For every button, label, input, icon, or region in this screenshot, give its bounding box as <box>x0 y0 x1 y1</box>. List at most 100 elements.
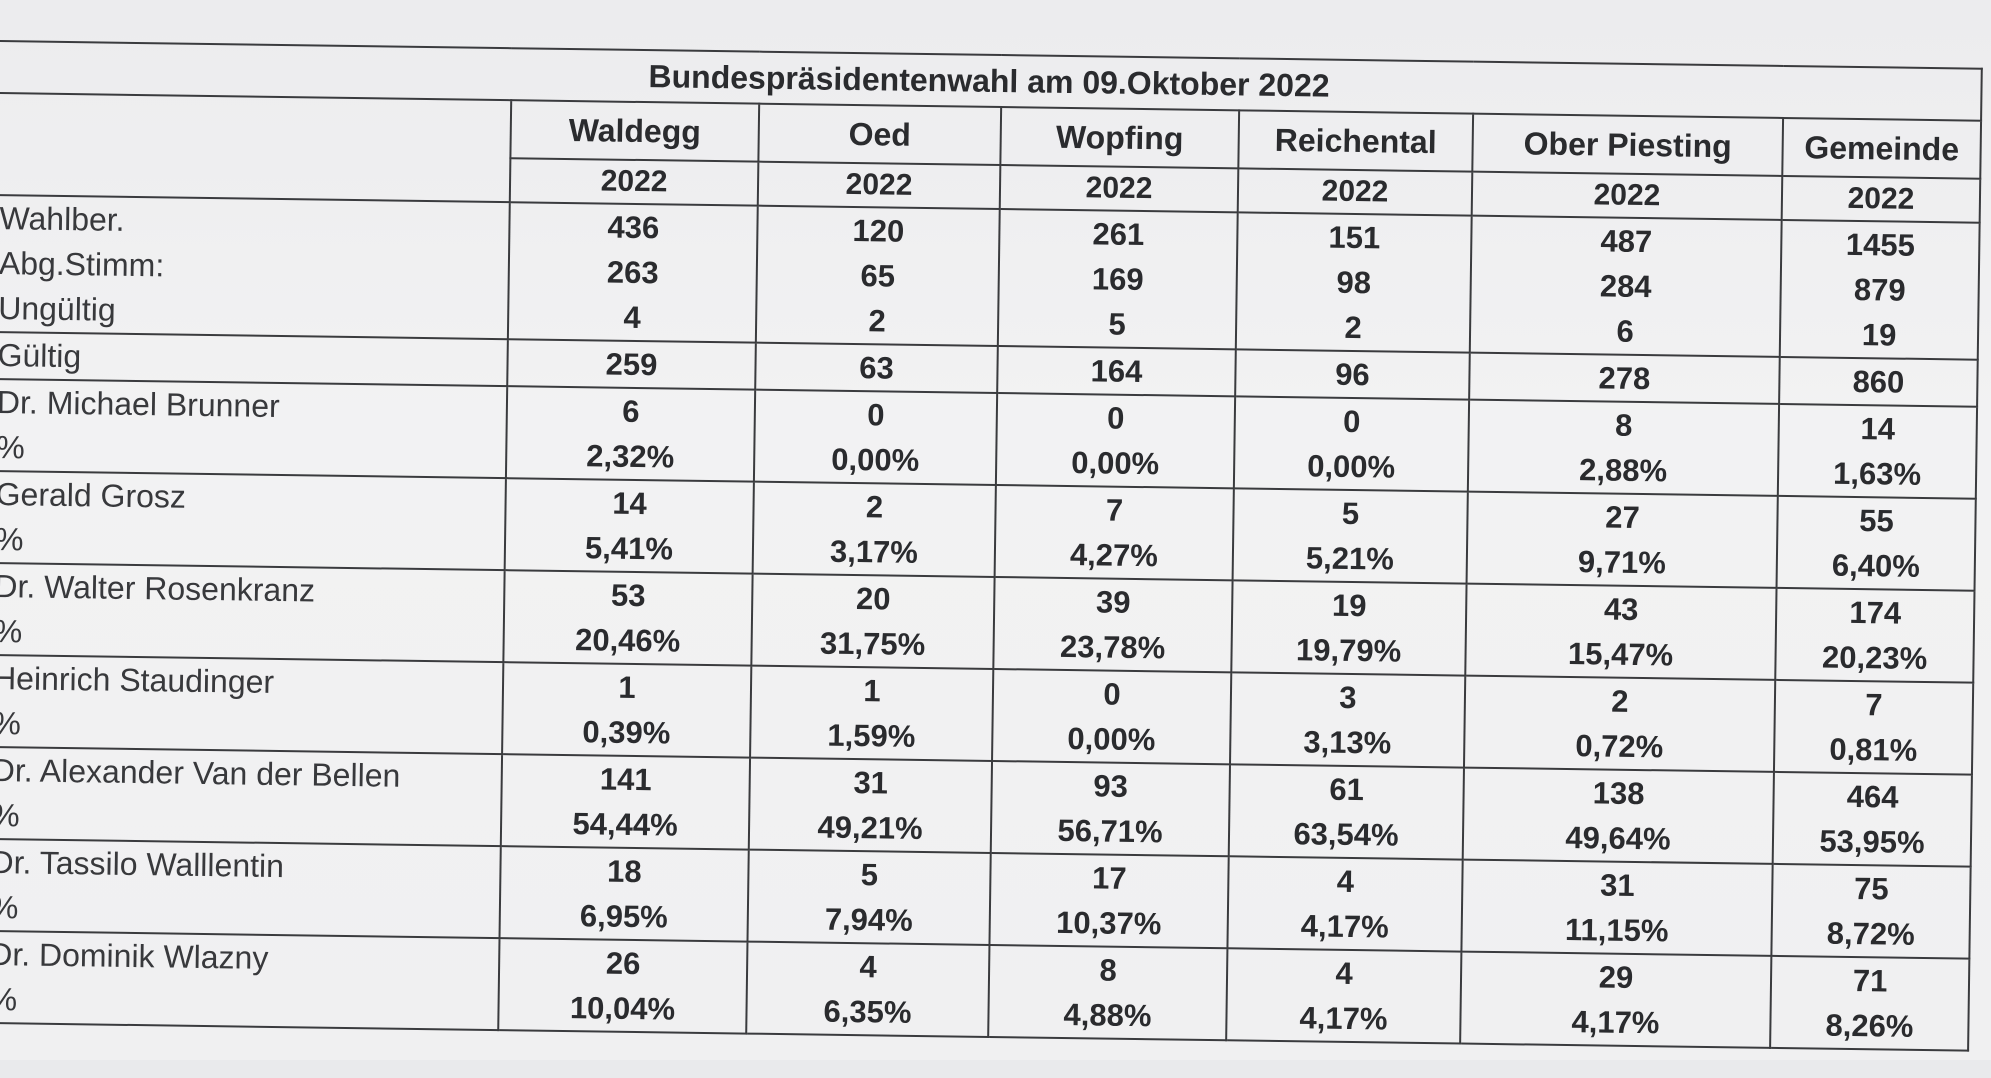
vote-percent: 23,78% <box>1059 628 1166 666</box>
vote-percent: 11,15% <box>1564 911 1669 949</box>
year-wopfing: 2022 <box>999 165 1239 213</box>
candidate-result-cell: 6 2,32% <box>505 386 756 482</box>
vote-percent: 8,26% <box>1825 1007 1914 1044</box>
candidate-result-cell: 2 0,72% <box>1463 675 1776 772</box>
vote-count: 0 <box>1342 403 1361 440</box>
vote-count: 4 <box>1335 955 1353 992</box>
vote-count: 26 <box>605 945 641 982</box>
vote-count: 18 <box>606 853 642 890</box>
candidate-label-cell: Dr. Dominik Wlazny% <box>0 930 500 1031</box>
vote-percent: 20,23% <box>1821 639 1928 677</box>
candidate-result-cell: 55 6,40% <box>1776 495 1976 591</box>
summary-wopfing: 261 169 5 <box>997 209 1238 350</box>
vote-count: 29 <box>1598 959 1634 995</box>
vote-percent: 49,21% <box>817 809 923 847</box>
vote-count: 14 <box>612 485 648 522</box>
value-cell: 487 <box>1600 223 1653 260</box>
vote-percent: 0,81% <box>1829 731 1918 768</box>
vote-percent: 56,71% <box>1057 812 1163 850</box>
vote-percent: 63,54% <box>1293 816 1399 853</box>
header-wopfing: Wopfing <box>1000 107 1240 169</box>
candidate-result-cell: 75 8,72% <box>1771 863 1971 959</box>
vote-percent: 5,41% <box>584 530 674 567</box>
candidate-label-cell: Dr. Walter Rosenkranz% <box>0 562 505 663</box>
value-cell: 5 <box>1108 306 1127 342</box>
header-waldegg: Waldegg <box>510 100 760 162</box>
year-ober-piesting: 2022 <box>1471 171 1783 220</box>
valid-reichental: 96 <box>1235 349 1470 400</box>
vote-count: 3 <box>1339 679 1357 716</box>
candidate-name: Dr. Walter Rosenkranz <box>0 568 316 609</box>
candidate-result-cell: 29 4,17% <box>1460 951 1772 1048</box>
vote-count: 14 <box>1860 411 1896 447</box>
value-cell: 120 <box>852 212 905 249</box>
value-cell: 4 <box>623 299 642 336</box>
vote-count: 5 <box>860 857 879 893</box>
vote-count: 39 <box>1095 584 1131 620</box>
vote-count: 1 <box>863 673 881 709</box>
candidate-result-cell: 19 19,79% <box>1231 580 1467 676</box>
vote-count: 8 <box>1099 952 1117 988</box>
percent-label: % <box>0 797 20 834</box>
candidate-name: Heinrich Staudinger <box>0 660 275 700</box>
candidate-rows: Dr. Michael Brunner% 6 2,32% 0 0,00% 0 0,00% 0 0… <box>0 378 1978 1051</box>
vote-percent: 2,32% <box>586 438 675 475</box>
vote-percent: 9,71% <box>1577 544 1667 581</box>
value-cell: 98 <box>1336 264 1372 301</box>
vote-count: 464 <box>1846 778 1899 815</box>
vote-count: 0 <box>1106 400 1125 436</box>
vote-count: 1 <box>618 669 636 705</box>
vote-count: 174 <box>1849 594 1902 631</box>
vote-count: 2 <box>1611 683 1629 719</box>
vote-count: 71 <box>1852 963 1888 999</box>
candidate-result-cell: 17 10,37% <box>989 852 1229 949</box>
candidate-result-cell: 26 10,04% <box>498 938 748 1034</box>
value-cell: 6 <box>1616 313 1634 349</box>
vote-count: 31 <box>1599 867 1635 903</box>
percent-label: % <box>0 889 19 926</box>
vote-count: 27 <box>1605 499 1640 535</box>
vote-percent: 4,17% <box>1299 1000 1388 1037</box>
vote-count: 4 <box>1336 863 1355 900</box>
candidate-label-cell: Dr. Tassilo Walllentin% <box>0 838 501 939</box>
summary-ober-piesting: 487 284 6 <box>1469 215 1782 357</box>
candidate-result-cell: 7 4,27% <box>994 485 1234 581</box>
vote-percent: 5,21% <box>1305 540 1395 577</box>
year-oed: 2022 <box>757 161 1001 210</box>
year-gemeinde: 2022 <box>1781 175 1981 223</box>
summary-waldegg: 436 263 4 <box>507 202 758 343</box>
label-abg-stimm: Abg.Stimm: <box>0 245 165 284</box>
vote-count: 8 <box>1614 407 1633 443</box>
percent-label: % <box>0 705 22 742</box>
candidate-result-cell: 31 49,21% <box>748 757 993 853</box>
candidate-result-cell: 7 0,81% <box>1773 679 1974 775</box>
candidate-result-cell: 4 6,35% <box>746 941 990 1037</box>
vote-count: 0 <box>1103 676 1121 712</box>
vote-percent: 0,00% <box>1067 721 1156 758</box>
vote-percent: 49,64% <box>1565 819 1671 857</box>
valid-oed: 63 <box>755 342 998 394</box>
valid-waldegg: 259 <box>507 339 756 390</box>
vote-percent: 2,88% <box>1578 452 1668 489</box>
vote-count: 93 <box>1093 768 1129 804</box>
year-reichental: 2022 <box>1237 168 1473 216</box>
candidate-result-cell: 8 4,88% <box>988 944 1228 1041</box>
candidate-result-cell: 464 53,95% <box>1772 771 1973 867</box>
value-cell: 261 <box>1092 216 1145 253</box>
value-cell: 65 <box>860 258 896 294</box>
vote-percent: 20,46% <box>574 622 681 659</box>
vote-count: 138 <box>1592 775 1645 812</box>
valid-gemeinde: 860 <box>1779 356 1978 407</box>
percent-label: % <box>0 980 18 1018</box>
summary-oed: 120 65 2 <box>755 205 1000 347</box>
vote-count: 4 <box>859 949 878 985</box>
candidate-result-cell: 27 9,71% <box>1466 491 1778 588</box>
summary-reichental: 151 98 2 <box>1235 212 1472 353</box>
candidate-result-cell: 4 4,17% <box>1226 948 1462 1044</box>
value-cell: 263 <box>606 254 659 291</box>
value-cell: 879 <box>1853 271 1906 308</box>
election-results-table: Bundespräsidentenwahl am 09.Oktober 2022… <box>0 40 1983 1052</box>
vote-percent: 1,63% <box>1832 455 1922 492</box>
candidate-result-cell: 5 5,21% <box>1232 488 1468 584</box>
header-oed: Oed <box>758 103 1002 166</box>
